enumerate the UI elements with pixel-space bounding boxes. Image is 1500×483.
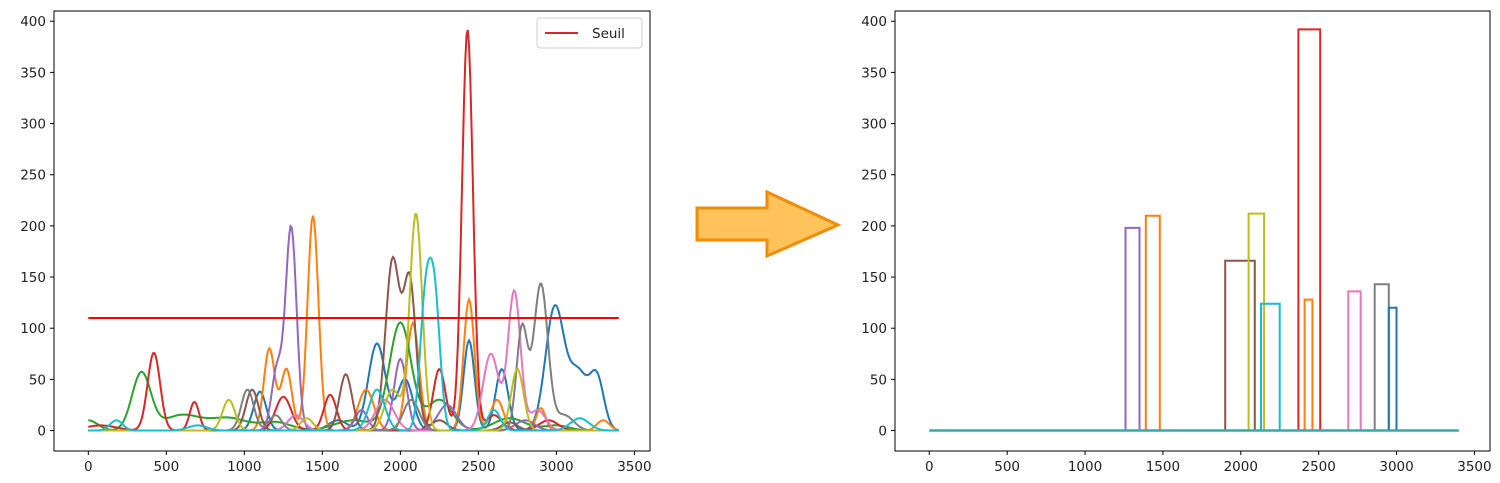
right-y-tick-label: 250 <box>861 168 887 184</box>
right-y-tick-label: 300 <box>861 117 887 133</box>
right-y-tick-label: 400 <box>861 14 887 30</box>
left-x-tick-label: 500 <box>153 459 179 475</box>
legend: Seuil <box>536 17 643 49</box>
left-x-tick-label: 3000 <box>539 459 573 475</box>
right-series-2-rect <box>1224 259 1256 431</box>
right-x-tick-label: 3000 <box>1379 459 1413 475</box>
left-x-tick-label: 3500 <box>617 459 651 475</box>
right-x-tick-label: 2500 <box>1301 459 1335 475</box>
left-y-tick-label: 400 <box>20 14 46 30</box>
left-x-tick-label: 1500 <box>305 459 339 475</box>
right-y-tick-label: 200 <box>861 219 887 235</box>
left-x-tick-label: 0 <box>84 459 93 475</box>
right-x-tick-label: 500 <box>994 459 1020 475</box>
left-y-tick-label: 50 <box>29 372 46 388</box>
right-axes-frame <box>894 10 1491 452</box>
left-y-tick-label: 0 <box>37 424 46 440</box>
right-x-tick-label: 0 <box>925 459 934 475</box>
left-y-tick-label: 100 <box>20 321 46 337</box>
right-series-1-rect <box>1144 214 1161 431</box>
right-y-tick-label: 0 <box>878 424 887 440</box>
right-series-7-rect <box>1347 290 1362 431</box>
right-series-9-rect <box>1387 306 1398 431</box>
left-y-tick-label: 150 <box>20 270 46 286</box>
left-series-9-line <box>88 256 619 432</box>
left-x-tick-label: 1000 <box>227 459 261 475</box>
right-series-5-rect <box>1297 28 1322 431</box>
legend-box <box>536 17 643 49</box>
left-y-tick-label: 350 <box>20 65 46 81</box>
right-x-tick-label: 1500 <box>1146 459 1180 475</box>
left-axes-frame <box>53 10 651 452</box>
left-chart-panel: 0 500 1000 1500 2000 2500 3000 3500 0 50 100 150 200… <box>20 10 652 475</box>
left-y-tick-label: 300 <box>20 117 46 133</box>
right-y-tick-label: 50 <box>870 372 887 388</box>
right-y-tick-label: 100 <box>861 321 887 337</box>
legend-label: Seuil <box>592 26 625 42</box>
right-series-3-rect <box>1247 212 1266 431</box>
right-x-tick-label: 1000 <box>1068 459 1102 475</box>
arrow-shape <box>695 189 842 259</box>
left-x-tick-label: 2000 <box>383 459 417 475</box>
right-series-0-rect <box>1124 226 1141 431</box>
right-chart-panel: 0 500 1000 1500 2000 2500 3000 3500 0 50 100 150 200… <box>861 10 1492 475</box>
right-y-tick-label: 150 <box>861 270 887 286</box>
right-x-tick-label: 2000 <box>1224 459 1258 475</box>
left-y-tick-label: 250 <box>20 168 46 184</box>
right-series-6-rect <box>1303 298 1314 431</box>
left-x-tick-label: 2500 <box>461 459 495 475</box>
right-x-tick-label: 3500 <box>1457 459 1491 475</box>
right-y-tick-label: 350 <box>861 65 887 81</box>
right-series-4-rect <box>1260 302 1281 431</box>
left-y-tick-label: 200 <box>20 219 46 235</box>
right-arrow-icon <box>695 189 842 259</box>
